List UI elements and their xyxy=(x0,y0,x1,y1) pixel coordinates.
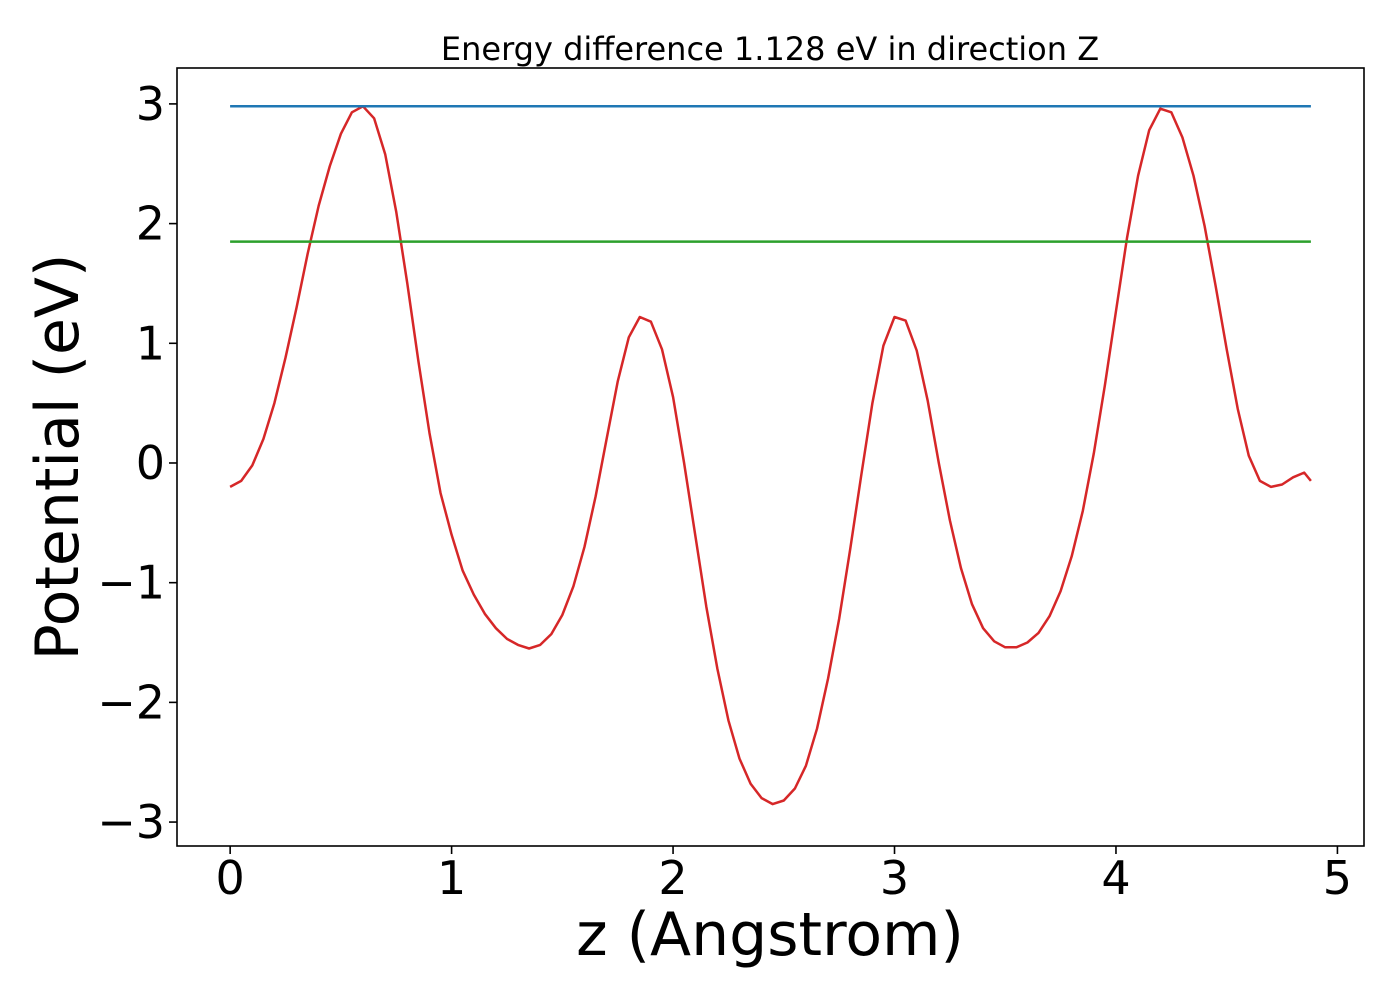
y-tick-label: −2 xyxy=(97,675,165,729)
y-axis-ticks: 3 2 1 0 −1 −2 −3 xyxy=(97,77,177,849)
x-axis-ticks: 0 1 2 3 4 5 xyxy=(216,846,1352,905)
x-axis-label: z (Angstrom) xyxy=(576,900,964,970)
x-tick-label: 3 xyxy=(880,851,909,905)
x-tick-label: 4 xyxy=(1101,851,1130,905)
y-tick-label: 1 xyxy=(136,316,165,370)
series-line-0 xyxy=(229,105,1312,806)
chart-title: Energy difference 1.128 eV in direction … xyxy=(441,30,1099,68)
x-tick-label: 5 xyxy=(1323,851,1352,905)
y-tick-label: 3 xyxy=(136,77,165,131)
x-tick-label: 1 xyxy=(437,851,466,905)
y-tick-label: 0 xyxy=(136,436,165,490)
x-tick-label: 0 xyxy=(216,851,245,905)
x-tick-label: 2 xyxy=(658,851,687,905)
plot-frame xyxy=(176,67,1365,847)
y-tick-label: −1 xyxy=(97,556,165,610)
series-layer xyxy=(229,105,1312,806)
y-axis-label: Potential (eV) xyxy=(23,254,93,661)
y-tick-label: 2 xyxy=(136,197,165,251)
y-tick-label: −3 xyxy=(97,795,165,849)
